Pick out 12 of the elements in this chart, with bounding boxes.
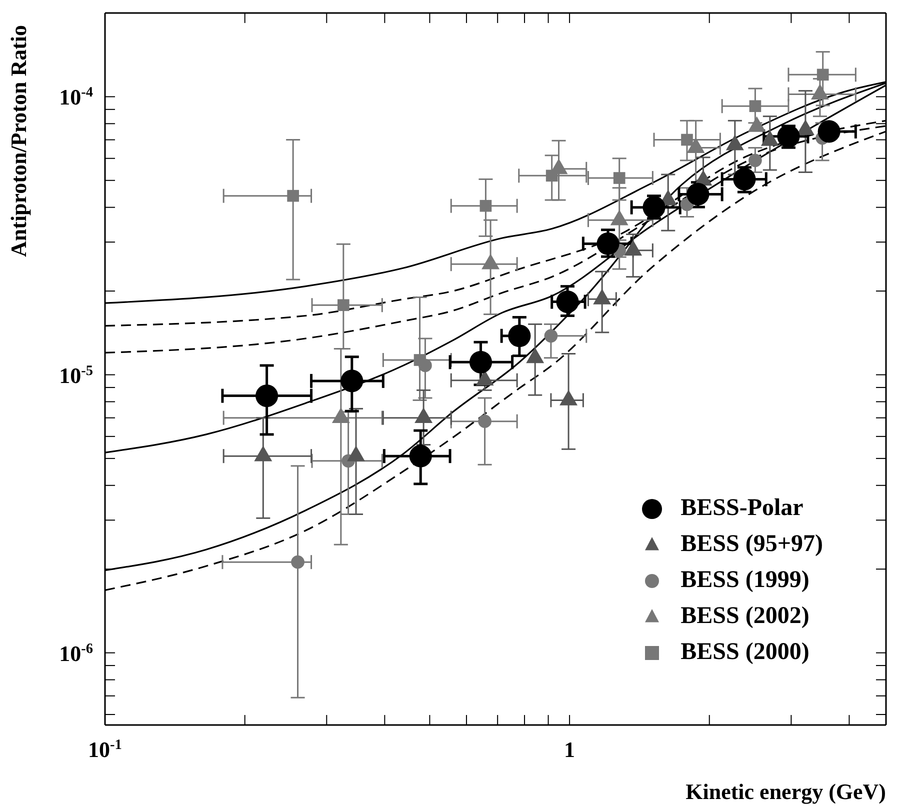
- legend-label: BESS (2002): [680, 602, 810, 630]
- legend-label: BESS (1999): [680, 566, 810, 594]
- y-tick-label: 10$^{-6}$: [59, 640, 93, 666]
- y-axis-title: Antiproton/Proton Ratio: [6, 24, 32, 257]
- legend-label: BESS-Polar: [680, 494, 804, 522]
- y-tick-label: 10$^{-4}$: [59, 84, 93, 110]
- x-tick-label: 10$^{-1}$: [88, 737, 122, 762]
- y-tick-label: 10$^{-5}$: [59, 362, 93, 388]
- x-tick-label: 1: [564, 737, 576, 762]
- legend-label: BESS (95+97): [680, 530, 823, 558]
- x-axis-title: Kinetic energy (GeV): [686, 779, 886, 804]
- legend-label: BESS (2000): [680, 638, 810, 666]
